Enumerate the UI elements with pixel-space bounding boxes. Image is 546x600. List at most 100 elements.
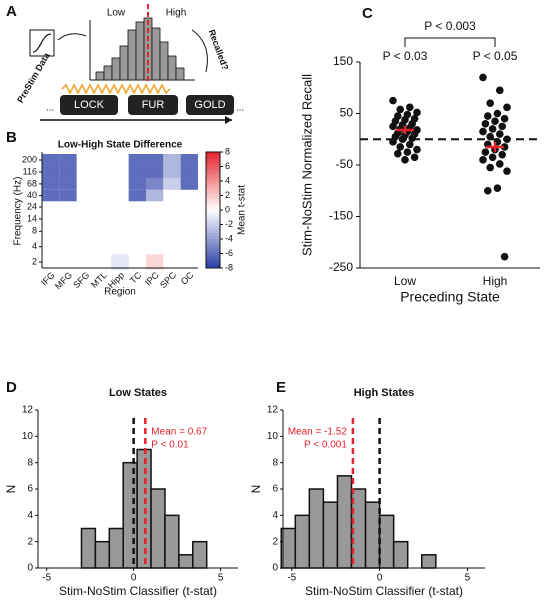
data-point — [479, 127, 487, 136]
heatmap-cell — [146, 153, 164, 167]
data-point — [491, 117, 499, 126]
colorbar-step — [206, 172, 220, 176]
data-point — [484, 112, 492, 120]
heatmap-cell — [146, 254, 164, 270]
colorbar-tick-label: -8 — [225, 262, 233, 272]
colorbar-step — [206, 259, 220, 263]
bar — [294, 514, 311, 569]
colorbar-step — [206, 198, 220, 202]
data-point — [503, 103, 511, 112]
y-tick-label: 40 — [27, 190, 37, 200]
data-point — [401, 156, 409, 164]
annotation: P < 0.003 — [424, 19, 476, 33]
colorbar-step — [206, 224, 220, 228]
bar — [108, 527, 124, 569]
colorbar-step — [206, 163, 220, 167]
colorbar-step — [206, 247, 220, 252]
y-tick-label: 8 — [32, 226, 37, 236]
mean-label: Mean = -1.52 — [288, 427, 348, 438]
colorbar-tick-label: -6 — [225, 248, 233, 258]
y-axis-title: N — [249, 485, 263, 494]
heatmap-cell — [146, 177, 164, 190]
word-box — [60, 95, 118, 115]
heatmap-cell — [42, 177, 60, 190]
bar — [178, 554, 194, 569]
bar — [392, 540, 409, 569]
colorbar-step — [206, 192, 220, 196]
x-tick-label: IPC — [143, 270, 161, 288]
colorbar-step — [206, 181, 220, 185]
y-tick-label: 10 — [267, 431, 279, 442]
heatmap-cell — [180, 177, 198, 190]
colorbar-step — [206, 227, 220, 231]
chart-title: High States — [354, 387, 415, 399]
data-point — [408, 134, 417, 143]
bar — [164, 514, 180, 569]
colorbar-step — [206, 250, 220, 254]
y-tick-label: -50 — [336, 157, 354, 171]
x-tick-label: OC — [179, 270, 196, 287]
colorbar-step — [206, 189, 220, 194]
y-tick-label: 4 — [32, 241, 37, 251]
heatmap-cell — [59, 166, 77, 178]
chart-title: Low-High State Difference — [58, 140, 183, 151]
bar — [378, 514, 395, 569]
annotation: P < 0.03 — [383, 49, 428, 63]
data-point — [498, 150, 507, 159]
colorbar-tick-label: -4 — [225, 233, 233, 243]
colorbar-step — [206, 262, 220, 266]
icon-curve — [32, 33, 52, 53]
data-point — [481, 148, 490, 156]
heatmap-cell — [146, 189, 164, 202]
colorbar-step — [206, 215, 220, 220]
y-tick-label: 0 — [272, 563, 278, 574]
bar — [192, 540, 208, 569]
bar — [364, 501, 381, 569]
arrow-head — [225, 116, 232, 124]
colorbar-step — [206, 236, 220, 240]
data-point — [500, 252, 509, 261]
prestim-label: PreStim Data — [15, 50, 52, 104]
colorbar-step — [206, 230, 220, 234]
colorbar-step — [206, 253, 220, 257]
heatmap-cell — [42, 153, 60, 167]
bar — [80, 527, 97, 569]
bar — [322, 501, 339, 569]
x-tick-label: SFG — [71, 270, 91, 290]
data-point — [403, 148, 412, 156]
colorbar-step — [206, 241, 220, 246]
x-tick-label: High — [483, 274, 508, 288]
colorbar-step — [206, 195, 220, 199]
colorbar-step — [206, 201, 220, 205]
colorbar-step — [206, 221, 220, 225]
p-label: P < 0.01 — [151, 440, 189, 451]
mini-histogram — [95, 17, 185, 81]
word: LOCK — [74, 99, 105, 111]
colorbar-tick-label: 6 — [225, 161, 230, 171]
heatmap-cell — [128, 166, 146, 178]
data-point — [396, 105, 405, 114]
x-tick-label: TC — [128, 270, 144, 286]
y-tick-label: 8 — [27, 457, 33, 468]
x-axis-title: Stim-NoStim Classifier (t-stat) — [59, 584, 217, 598]
data-point — [394, 149, 402, 158]
p-label: P < 0.001 — [304, 440, 347, 451]
arrow — [191, 29, 208, 73]
bar — [421, 554, 437, 569]
colorbar-step — [206, 157, 220, 162]
recalled-label: Recalled? — [207, 28, 231, 71]
colorbar-step — [206, 233, 220, 237]
colorbar-step — [206, 166, 220, 170]
y-tick-label: 200 — [22, 154, 37, 164]
data-point — [389, 96, 397, 105]
heatmap-cell — [59, 153, 77, 167]
colorbar-step — [206, 152, 220, 156]
x-tick-label: MFG — [53, 270, 74, 291]
heatmap-cell — [163, 166, 181, 178]
data-point — [406, 140, 414, 149]
data-point — [398, 135, 407, 144]
y-tick-label: 4 — [27, 510, 33, 521]
y-tick-label: 68 — [27, 178, 37, 188]
x-axis-title: Preceding State — [400, 289, 500, 305]
colorbar-tick-label: 8 — [225, 146, 230, 156]
